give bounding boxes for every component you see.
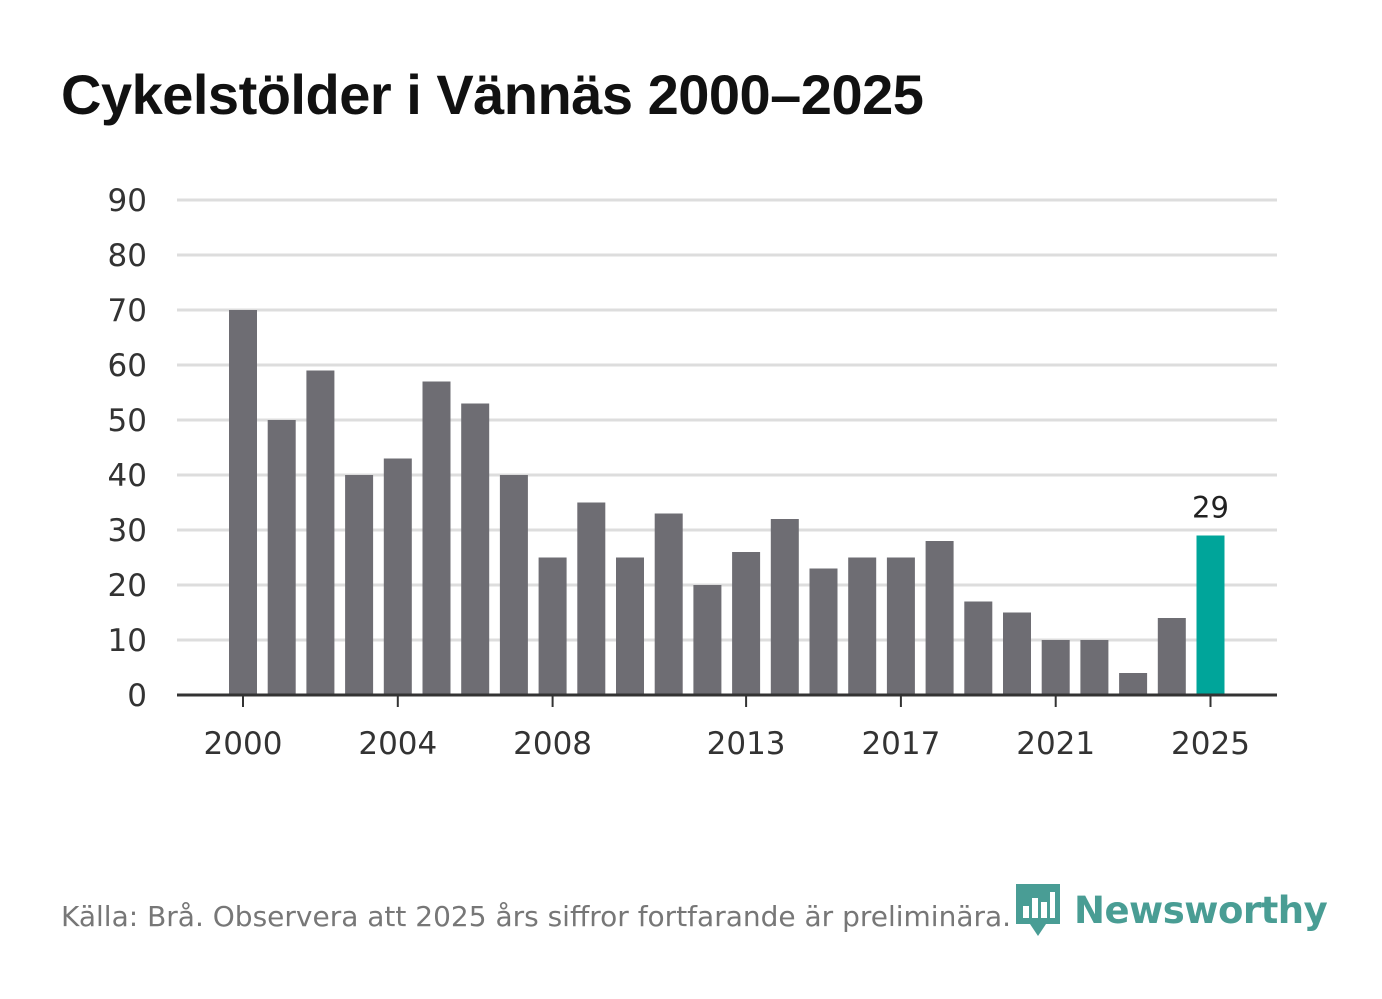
bar-2021 — [1041, 640, 1070, 695]
bar-2019 — [964, 601, 993, 695]
newsworthy-brand: Newsworthy — [1012, 880, 1328, 940]
brand-name: Newsworthy — [1074, 888, 1328, 932]
y-tick-label: 10 — [108, 623, 147, 659]
y-tick-label: 60 — [108, 348, 147, 384]
x-tick-label: 2021 — [1016, 726, 1095, 762]
bar-2013 — [732, 552, 761, 695]
y-tick-label: 50 — [108, 403, 147, 439]
bar-2009 — [577, 502, 606, 695]
y-tick-label: 70 — [108, 293, 147, 329]
bar-2015 — [809, 568, 838, 695]
value-labels: 29 — [1192, 491, 1229, 525]
bar-2020 — [1003, 612, 1031, 695]
y-tick-label: 40 — [108, 458, 147, 494]
x-tick-label: 2017 — [861, 726, 940, 762]
bar-2010 — [616, 557, 644, 695]
bar-2018 — [925, 541, 954, 695]
bar-2014 — [770, 519, 799, 695]
x-tick-label: 2008 — [513, 726, 592, 762]
bar-2005 — [422, 381, 451, 695]
y-tick-label: 20 — [108, 568, 147, 604]
value-label-2025: 29 — [1192, 491, 1229, 525]
y-tick-label: 0 — [127, 678, 147, 714]
chart-title: Cykelstölder i Vännäs 2000–2025 — [61, 63, 924, 126]
bar-2025 — [1196, 535, 1225, 695]
gridlines — [177, 198, 1277, 642]
y-tick-label: 30 — [108, 513, 147, 549]
bar-2011 — [654, 513, 683, 695]
bar-2008 — [538, 557, 567, 695]
bar-2006 — [461, 403, 490, 695]
bar-2007 — [499, 475, 528, 695]
bar-2000 — [229, 310, 257, 695]
x-tick-label: 2013 — [707, 726, 786, 762]
bar-2016 — [848, 557, 877, 695]
x-axis-ticks: 2000 2004 2008 2013 2017 2021 2025 — [204, 695, 1250, 762]
bar-2023 — [1119, 673, 1148, 695]
x-tick-label: 2000 — [204, 726, 283, 762]
y-axis-ticks: 0 10 20 30 40 50 60 70 80 90 — [108, 183, 147, 714]
x-tick-label: 2004 — [358, 726, 437, 762]
bar-2017 — [886, 557, 915, 695]
bar-2024 — [1157, 618, 1186, 695]
y-tick-label: 80 — [108, 238, 147, 274]
bar-2022 — [1080, 640, 1109, 695]
bar-2002 — [306, 370, 335, 695]
y-tick-label: 90 — [108, 183, 147, 219]
x-tick-label: 2025 — [1171, 726, 1250, 762]
bars — [229, 310, 1225, 695]
newsworthy-logo-icon — [1016, 884, 1060, 936]
bar-2012 — [693, 585, 722, 695]
bar-2004 — [383, 458, 412, 695]
bar-2001 — [267, 420, 296, 695]
bar-2003 — [345, 475, 374, 695]
source-note: Källa: Brå. Observera att 2025 års siffr… — [61, 900, 1012, 933]
